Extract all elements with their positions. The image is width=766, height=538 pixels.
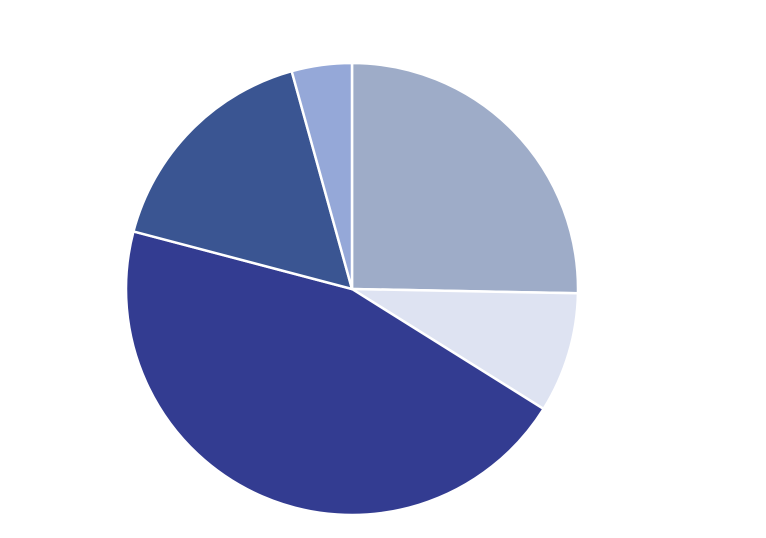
pie-slices <box>124 61 580 517</box>
pie-slice-2 <box>350 287 580 411</box>
pie-slice-5 <box>290 61 354 291</box>
pie-slice-1 <box>350 61 580 295</box>
pie-slice-4 <box>132 69 354 291</box>
pie-slice-3 <box>124 230 545 517</box>
